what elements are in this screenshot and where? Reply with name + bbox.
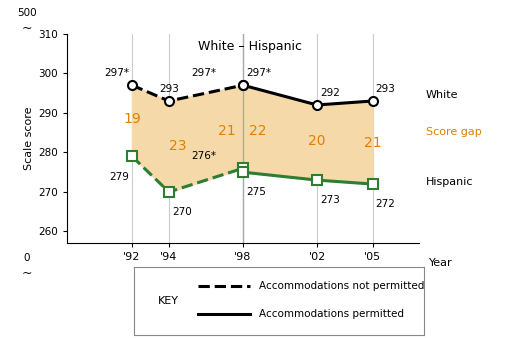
- Text: 279: 279: [109, 172, 129, 182]
- Text: 293: 293: [159, 84, 179, 94]
- Text: Year: Year: [429, 258, 453, 268]
- Text: 270: 270: [172, 207, 191, 217]
- Text: 19: 19: [123, 112, 141, 126]
- Text: White – Hispanic: White – Hispanic: [198, 40, 302, 53]
- Text: Hispanic: Hispanic: [426, 177, 473, 187]
- Text: 273: 273: [320, 195, 340, 206]
- Text: KEY: KEY: [158, 296, 178, 306]
- Text: 22: 22: [249, 124, 267, 138]
- Text: 21: 21: [218, 124, 235, 138]
- Text: 21: 21: [363, 136, 382, 149]
- Text: 500: 500: [17, 8, 37, 18]
- Text: 23: 23: [170, 140, 187, 153]
- Text: ~: ~: [22, 22, 32, 35]
- Text: Accommodations permitted: Accommodations permitted: [259, 309, 404, 319]
- Text: 297*: 297*: [104, 68, 129, 78]
- Text: 293: 293: [375, 84, 395, 94]
- Y-axis label: Scale score: Scale score: [24, 107, 34, 170]
- Text: 20: 20: [308, 134, 326, 148]
- Text: 0: 0: [24, 253, 30, 263]
- Text: ~: ~: [22, 267, 32, 280]
- Text: White: White: [426, 91, 458, 100]
- Text: Accommodations not permitted: Accommodations not permitted: [259, 281, 424, 291]
- Text: 272: 272: [375, 199, 395, 209]
- Text: 297*: 297*: [246, 68, 271, 78]
- Text: Score gap: Score gap: [426, 127, 481, 138]
- Text: 275: 275: [246, 188, 266, 197]
- Text: 297*: 297*: [192, 68, 217, 78]
- Text: 276*: 276*: [192, 151, 217, 161]
- Text: 292: 292: [320, 88, 340, 98]
